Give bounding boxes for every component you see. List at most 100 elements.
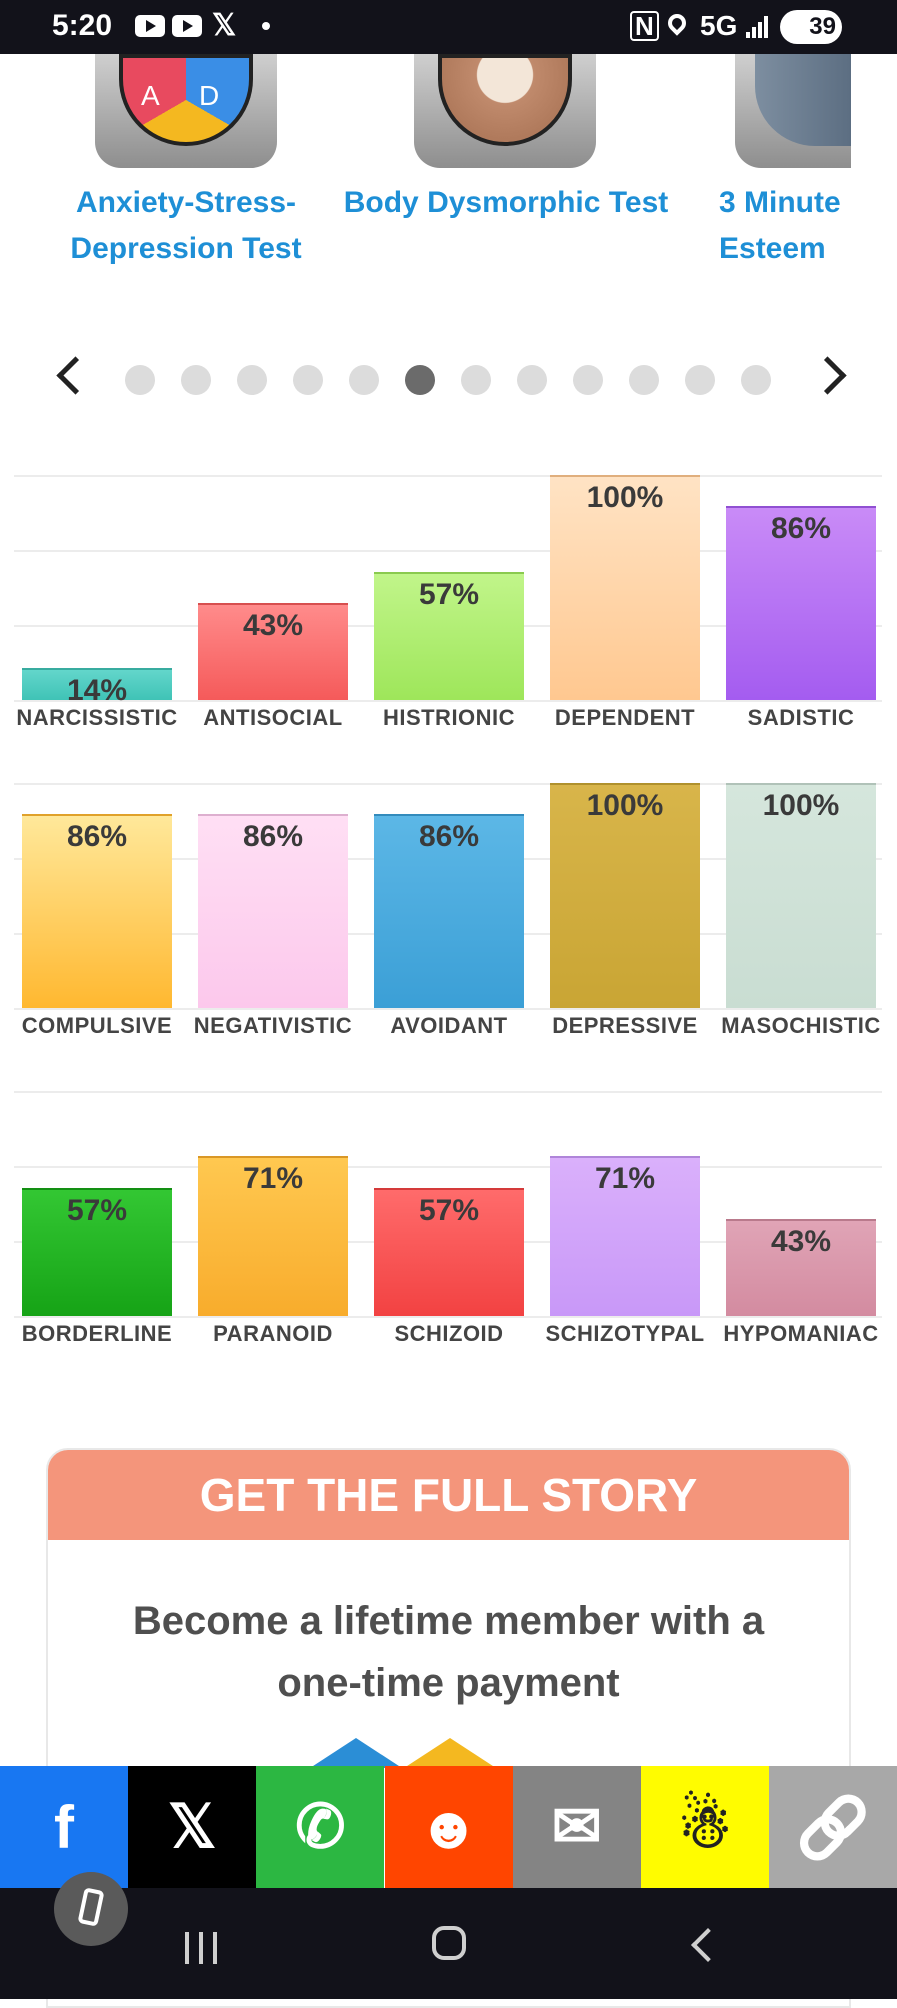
chart-bar bbox=[22, 668, 172, 700]
chart-category-label: HYPOMANIAC bbox=[723, 1321, 879, 1346]
badge-letter-d: D bbox=[199, 80, 220, 111]
carousel-dot[interactable] bbox=[125, 365, 155, 395]
youtube-icon bbox=[172, 15, 202, 37]
chart-category-label: DEPRESSIVE bbox=[552, 1013, 698, 1038]
test-title-esteem[interactable]: 3 Minute Esteem bbox=[719, 186, 841, 265]
chart-bar-value: 86% bbox=[242, 820, 304, 853]
reddit-share-button[interactable]: ☻ bbox=[384, 1766, 513, 1888]
carousel-prev-icon[interactable] bbox=[56, 356, 95, 395]
carousel-dot[interactable] bbox=[685, 365, 715, 395]
chart-bar bbox=[374, 814, 524, 1008]
carousel-dot[interactable] bbox=[573, 365, 603, 395]
chart-bar bbox=[550, 783, 700, 1008]
promo-graphic-blue bbox=[310, 1738, 402, 1768]
whatsapp-share-button[interactable]: ✆ bbox=[256, 1766, 385, 1888]
chart-bar-value: 71% bbox=[594, 1162, 656, 1195]
chart-bar-value: 14% bbox=[66, 674, 128, 707]
chart-bar bbox=[726, 506, 876, 700]
home-icon[interactable] bbox=[432, 1926, 466, 1960]
chart-category-label: AVOIDANT bbox=[390, 1013, 508, 1038]
chart-category-label: NARCISSISTIC bbox=[16, 705, 178, 730]
chart-bar-value: 57% bbox=[418, 578, 480, 611]
chart-bar bbox=[374, 572, 524, 700]
copy-link-share-button[interactable]: 🔗 bbox=[769, 1766, 897, 1888]
chart-category-label: MASOCHISTIC bbox=[721, 1013, 881, 1038]
carousel-dot[interactable] bbox=[461, 365, 491, 395]
x-icon: 𝕏 bbox=[168, 1793, 217, 1860]
carousel-dot[interactable] bbox=[405, 365, 435, 395]
link-icon: 🔗 bbox=[795, 1793, 871, 1861]
facebook-icon: f bbox=[54, 1793, 74, 1861]
recents-icon[interactable] bbox=[185, 1932, 221, 1964]
chart-category-label: ANTISOCIAL bbox=[203, 705, 343, 730]
location-icon bbox=[664, 10, 690, 36]
test-thumbnail-esteem[interactable] bbox=[735, 54, 851, 168]
chart-bar bbox=[22, 1188, 172, 1316]
chart-bar-value: 100% bbox=[586, 481, 664, 514]
badge-letter-a: A bbox=[141, 80, 160, 111]
email-icon: ✉ bbox=[551, 1793, 602, 1860]
chart-bar-value: 43% bbox=[242, 609, 304, 642]
chart-bar-value: 57% bbox=[66, 1194, 128, 1227]
chart-gridline bbox=[14, 1166, 882, 1168]
battery-icon: 39 bbox=[780, 10, 842, 44]
carousel-dot[interactable] bbox=[181, 365, 211, 395]
chart-bar bbox=[22, 814, 172, 1008]
test-title-body-dysmorphic[interactable]: Body Dysmorphic Test bbox=[343, 186, 669, 219]
carousel-dot[interactable] bbox=[741, 365, 771, 395]
chart-gridline bbox=[14, 1316, 882, 1318]
chart-bar-value: 86% bbox=[66, 820, 128, 853]
chart-bar bbox=[198, 603, 348, 700]
carousel-dot[interactable] bbox=[629, 365, 659, 395]
chart-category-label: DEPENDENT bbox=[554, 705, 696, 730]
chart-category-label: HISTRIONIC bbox=[382, 705, 516, 730]
floating-phone-button[interactable] bbox=[54, 1872, 128, 1946]
chart-category-label: PARANOID bbox=[213, 1321, 333, 1346]
test-thumbnail-body-dysmorphic[interactable] bbox=[414, 54, 596, 168]
chart-category-label: BORDERLINE bbox=[21, 1321, 173, 1346]
carousel-dot[interactable] bbox=[293, 365, 323, 395]
chart-bar-value: 71% bbox=[242, 1162, 304, 1195]
reddit-icon: ☻ bbox=[417, 1793, 481, 1861]
network-type: 5G bbox=[700, 10, 738, 41]
status-time: 5:20 bbox=[52, 9, 113, 42]
promo-line-2: one-time payment bbox=[277, 1661, 620, 1705]
chart-gridline bbox=[14, 1091, 882, 1093]
chart-category-label: SCHIZOID bbox=[394, 1321, 504, 1346]
test-title-anxiety[interactable]: Anxiety-Stress-Depression Test bbox=[70, 186, 302, 265]
carousel-next-icon[interactable] bbox=[808, 356, 847, 395]
chart-gridline bbox=[14, 700, 882, 702]
chart-category-label: SADISTIC bbox=[747, 705, 855, 730]
head-profile-icon bbox=[755, 54, 851, 146]
facebook-share-button[interactable]: f bbox=[0, 1766, 128, 1888]
chart-bar-value: 100% bbox=[762, 789, 840, 822]
promo-header: GET THE FULL STORY bbox=[48, 1450, 849, 1540]
chart-category-label: SCHIZOTYPAL bbox=[545, 1321, 705, 1346]
carousel-dot[interactable] bbox=[517, 365, 547, 395]
x-share-button[interactable]: 𝕏 bbox=[128, 1766, 257, 1888]
chart-bar-value: 57% bbox=[418, 1194, 480, 1227]
status-bar: 5:20 𝕏 N 5G 39 bbox=[0, 0, 897, 54]
promo-line-1: Become a lifetime member with a bbox=[132, 1599, 765, 1643]
chart-bar bbox=[726, 783, 876, 1008]
chart-bar bbox=[198, 1156, 348, 1316]
chart-bar bbox=[726, 1219, 876, 1316]
chart-gridline bbox=[14, 550, 882, 552]
notification-dot-icon bbox=[262, 22, 270, 30]
chart-category-label: COMPULSIVE bbox=[21, 1013, 173, 1038]
chart-bar-value: 100% bbox=[586, 789, 664, 822]
system-nav-bar bbox=[0, 1888, 897, 1999]
test-thumbnail-anxiety[interactable]: A D bbox=[95, 54, 277, 168]
back-icon[interactable] bbox=[691, 1928, 725, 1962]
anxiety-badge-icon: A D bbox=[119, 54, 253, 146]
promo-text: Become a lifetime member with a one-time… bbox=[48, 1590, 849, 1714]
carousel-dot[interactable] bbox=[349, 365, 379, 395]
carousel-dot[interactable] bbox=[237, 365, 267, 395]
email-share-button[interactable]: ✉ bbox=[512, 1766, 641, 1888]
x-icon: 𝕏 bbox=[212, 9, 237, 42]
nfc-icon: N bbox=[630, 11, 659, 41]
chart-bar bbox=[198, 814, 348, 1008]
snapchat-share-button[interactable]: ☃ bbox=[641, 1766, 769, 1888]
whatsapp-icon: ✆ bbox=[295, 1793, 346, 1860]
chart-bar-value: 86% bbox=[770, 512, 832, 545]
